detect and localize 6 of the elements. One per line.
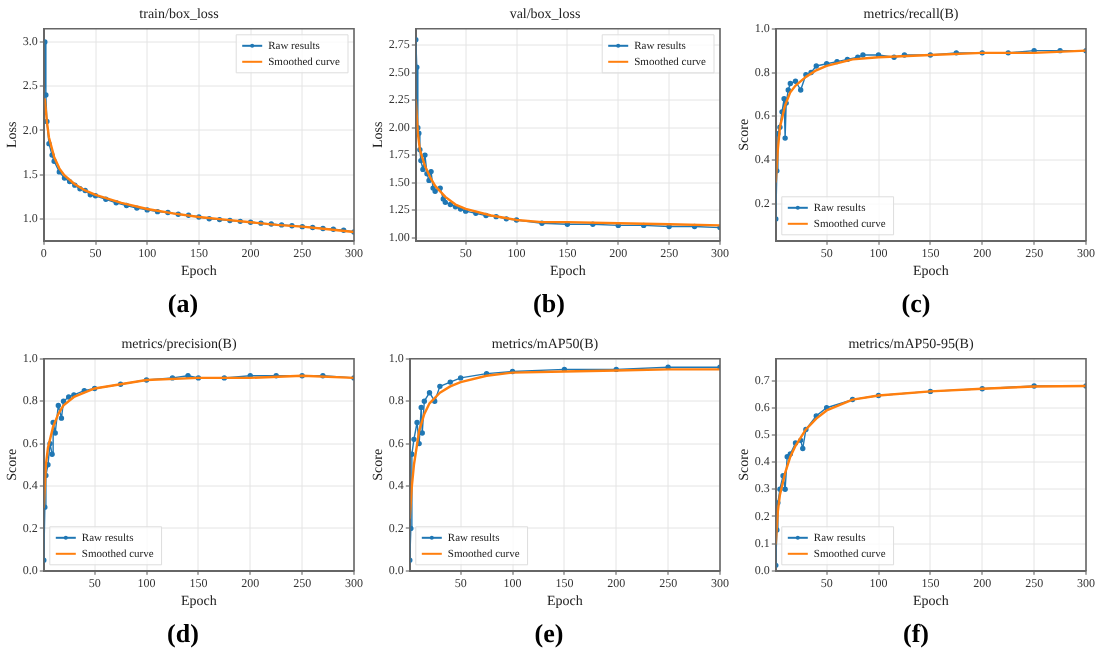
text: (b) bbox=[531, 288, 567, 320]
text: (a) bbox=[165, 288, 201, 320]
text: (f) bbox=[901, 618, 931, 650]
text: (d) bbox=[165, 618, 201, 650]
text: (c) bbox=[899, 288, 933, 320]
text: (e) bbox=[532, 618, 566, 650]
